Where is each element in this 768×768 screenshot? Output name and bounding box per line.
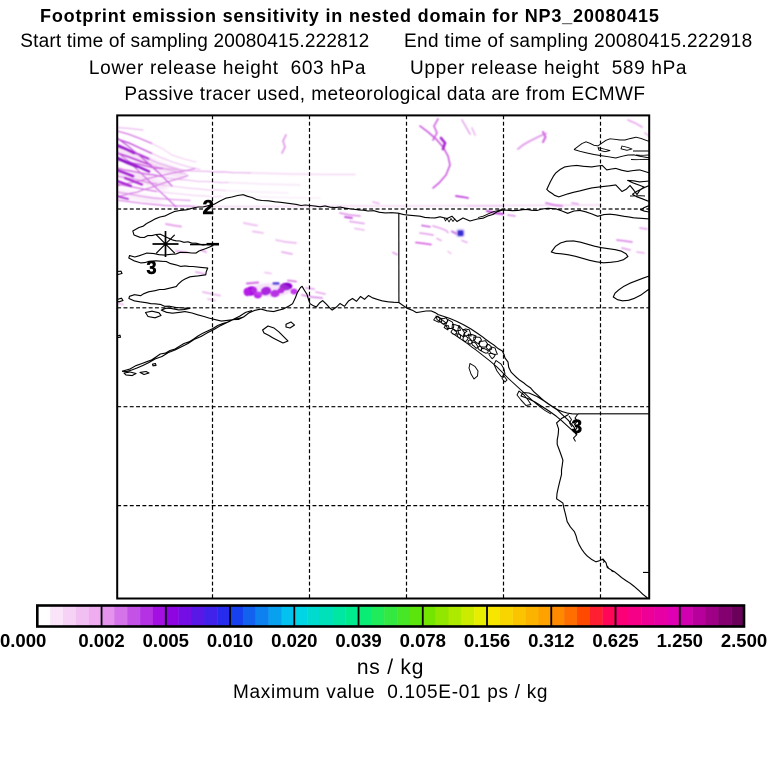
svg-text:3: 3 xyxy=(147,258,157,278)
svg-text:2: 2 xyxy=(203,196,214,219)
svg-text:3: 3 xyxy=(572,417,583,438)
